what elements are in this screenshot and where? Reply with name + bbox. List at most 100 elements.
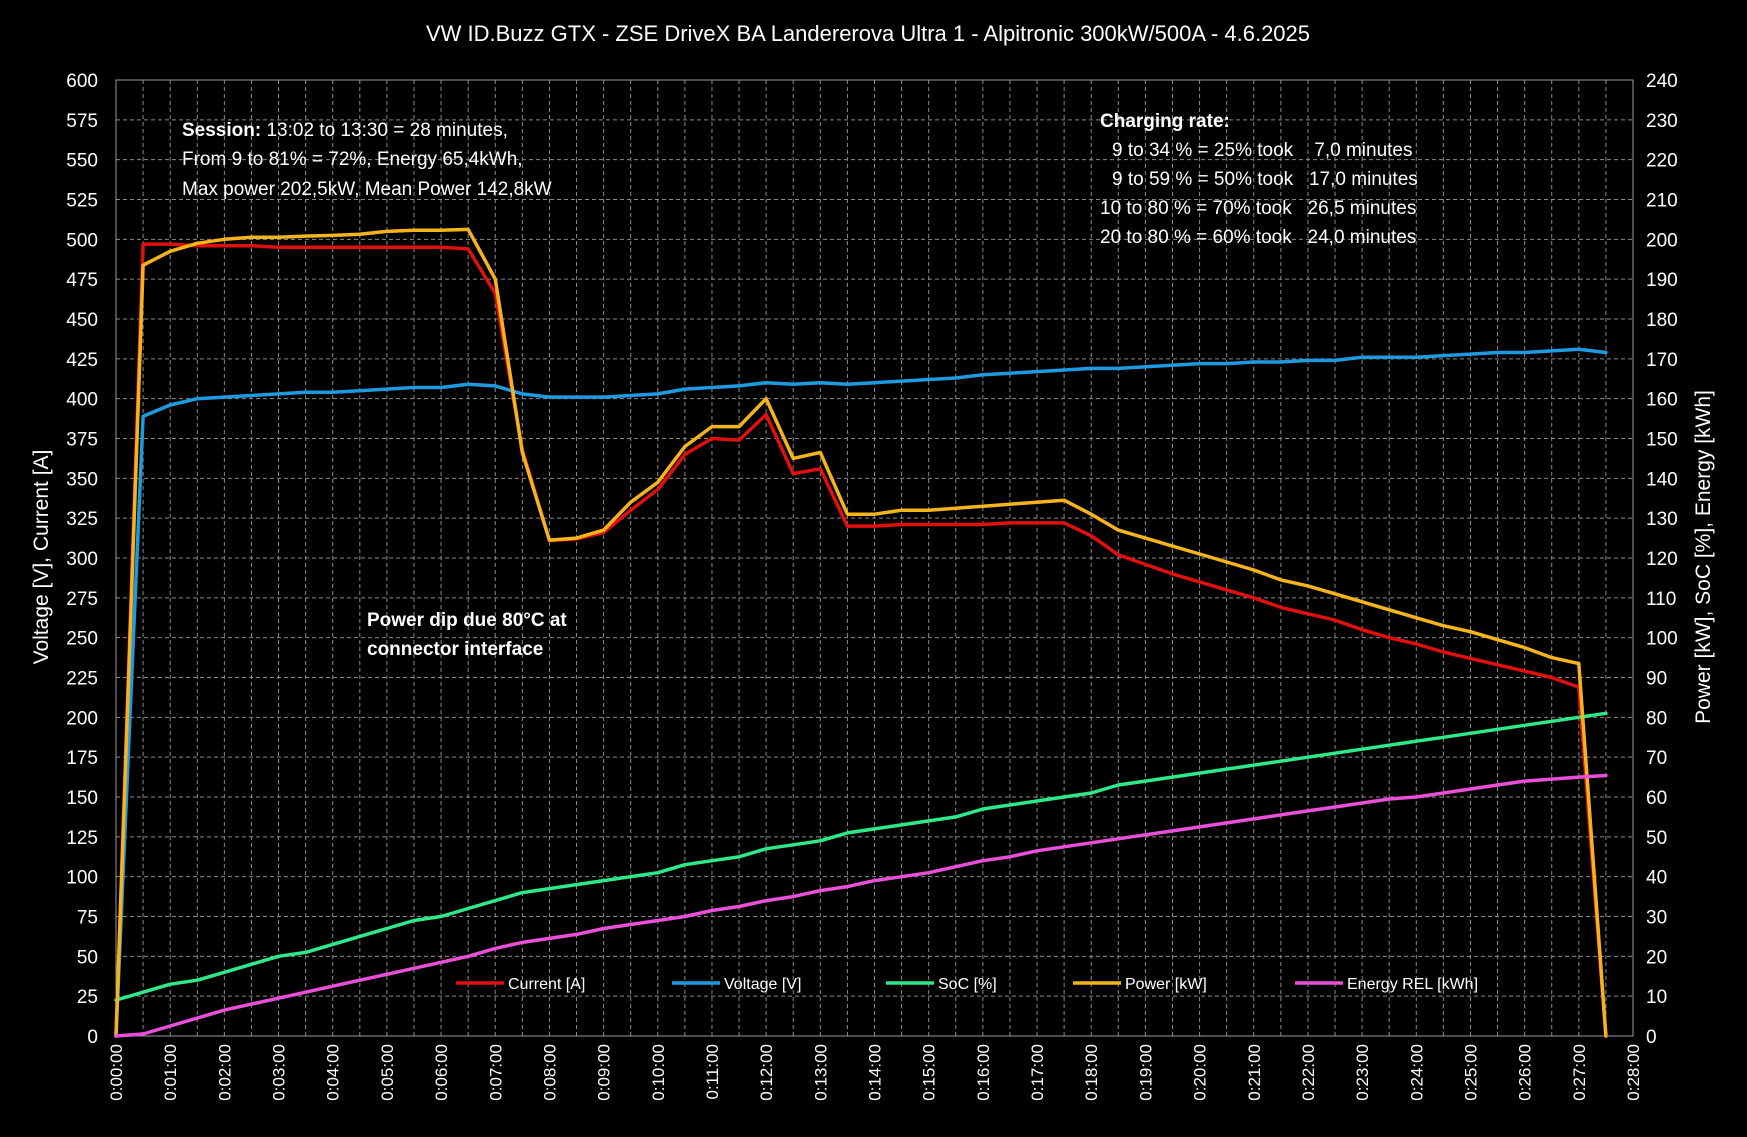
- charging-rate-title: Charging rate:: [1100, 111, 1230, 132]
- right-y-tick-label: 80: [1646, 708, 1667, 729]
- charging-rate-line-1: 9 to 34 % = 25% took 7,0 minutes: [1112, 140, 1412, 161]
- right-y-tick-label: 230: [1646, 111, 1678, 132]
- legend-label: Current [A]: [508, 976, 585, 993]
- session-line-1-rest: 13:02 to 13:30 = 28 minutes,: [261, 120, 508, 141]
- left-y-tick-label: 200: [66, 708, 98, 729]
- x-tick-label: 0:25:00: [1461, 1044, 1480, 1101]
- right-y-tick-label: 20: [1646, 947, 1667, 968]
- x-tick-label: 0:03:00: [270, 1044, 289, 1101]
- x-tick-label: 0:10:00: [649, 1044, 668, 1101]
- left-y-tick-label: 350: [66, 469, 98, 490]
- x-tick-label: 0:23:00: [1353, 1044, 1372, 1101]
- power-dip-line-2: connector interface: [367, 639, 543, 660]
- right-y-tick-label: 50: [1646, 828, 1667, 849]
- right-y-tick-label: 150: [1646, 430, 1678, 451]
- right-y-tick-label: 170: [1646, 350, 1678, 371]
- left-y-tick-label: 500: [66, 230, 98, 251]
- left-y-tick-label: 450: [66, 310, 98, 331]
- charging-rate-line-4: 20 to 80 % = 60% took 24,0 minutes: [1100, 227, 1416, 248]
- right-y-tick-label: 220: [1646, 151, 1678, 172]
- series-line-energy-rel-kwh: [114, 773, 1608, 1038]
- right-y-tick-label: 200: [1646, 230, 1678, 251]
- series-lines: [114, 227, 1608, 1038]
- chart-title: VW ID.Buzz GTX - ZSE DriveX BA Landerero…: [426, 21, 1310, 46]
- x-tick-label: 0:26:00: [1516, 1044, 1535, 1101]
- x-tick-label: 0:14:00: [866, 1044, 885, 1101]
- left-y-tick-label: 575: [66, 111, 98, 132]
- plot-frame: [115, 79, 1634, 1037]
- power-dip-line-1: Power dip due 80°C at: [367, 610, 567, 631]
- left-y-tick-label: 525: [66, 191, 98, 212]
- left-y-tick-label: 225: [66, 669, 98, 690]
- left-y-tick-label: 375: [66, 430, 98, 451]
- right-y-tick-label: 40: [1646, 868, 1667, 889]
- x-tick-label: 0:20:00: [1191, 1044, 1210, 1101]
- x-ticks: 0:00:00 0:01:00 0:02:00 0:03:00 0:04:00 0:05:…: [107, 1044, 1643, 1101]
- left-y-tick-label: 175: [66, 748, 98, 769]
- x-tick-label: 0:06:00: [432, 1044, 451, 1101]
- right-y-tick-label: 180: [1646, 310, 1678, 331]
- series-line-voltage-v: [114, 347, 1608, 1038]
- right-y-ticks: 0 10 20 30 40 50 60 70 80 90 100 110 120 130 140 150 160…: [1646, 71, 1678, 1048]
- left-y-tick-label: 50: [77, 947, 98, 968]
- right-y-tick-label: 100: [1646, 629, 1678, 650]
- x-tick-label: 0:22:00: [1299, 1044, 1318, 1101]
- session-annotation: Session: 13:02 to 13:30 = 28 minutes, Fr…: [182, 120, 552, 200]
- x-tick-label: 0:19:00: [1136, 1044, 1155, 1101]
- x-tick-label: 0:15:00: [920, 1044, 939, 1101]
- series-line-power-kw: [114, 227, 1608, 1038]
- x-tick-label: 0:09:00: [595, 1044, 614, 1101]
- left-y-tick-label: 150: [66, 788, 98, 809]
- right-y-tick-label: 10: [1646, 987, 1667, 1008]
- right-y-tick-label: 0: [1646, 1027, 1657, 1048]
- x-tick-label: 0:12:00: [757, 1044, 776, 1101]
- right-y-tick-label: 140: [1646, 469, 1678, 490]
- x-tick-label: 0:21:00: [1245, 1044, 1264, 1101]
- series-line-current-a: [114, 242, 1608, 1038]
- right-y-tick-label: 30: [1646, 908, 1667, 929]
- right-y-tick-label: 60: [1646, 788, 1667, 809]
- grid: [115, 79, 1634, 1037]
- session-line-2: From 9 to 81% = 72%, Energy 65,4kWh,: [182, 149, 523, 170]
- x-tick-label: 0:27:00: [1570, 1044, 1589, 1101]
- left-y-tick-label: 425: [66, 350, 98, 371]
- x-tick-label: 0:11:00: [703, 1044, 722, 1099]
- legend-label: Energy REL [kWh]: [1347, 976, 1478, 993]
- left-y-tick-label: 300: [66, 549, 98, 570]
- right-y-tick-label: 240: [1646, 71, 1678, 92]
- x-tick-label: 0:17:00: [1028, 1044, 1047, 1101]
- legend-label: Voltage [V]: [724, 976, 801, 993]
- x-tick-label: 0:28:00: [1624, 1044, 1643, 1101]
- left-y-tick-label: 125: [66, 828, 98, 849]
- x-tick-label: 0:02:00: [215, 1044, 234, 1101]
- right-y-tick-label: 120: [1646, 549, 1678, 570]
- x-tick-label: 0:18:00: [1082, 1044, 1101, 1101]
- right-axis-label: Power [kW], SoC [%], Energy [kWh]: [1692, 390, 1715, 724]
- x-tick-label: 0:13:00: [811, 1044, 830, 1101]
- right-y-tick-label: 110: [1646, 589, 1676, 610]
- x-tick-label: 0:04:00: [324, 1044, 343, 1101]
- right-y-tick-label: 70: [1646, 748, 1667, 769]
- right-y-tick-label: 160: [1646, 390, 1678, 411]
- left-y-tick-label: 250: [66, 629, 98, 650]
- right-y-tick-label: 130: [1646, 509, 1678, 530]
- x-tick-label: 0:01:00: [161, 1044, 180, 1101]
- x-tick-label: 0:24:00: [1407, 1044, 1426, 1101]
- series-line-soc: [114, 711, 1608, 1002]
- left-y-tick-label: 325: [66, 509, 98, 530]
- right-y-tick-label: 190: [1646, 270, 1678, 291]
- left-y-tick-label: 400: [66, 390, 98, 411]
- left-y-tick-label: 275: [66, 589, 98, 610]
- legend-label: SoC [%]: [938, 976, 997, 993]
- left-axis-label: Voltage [V], Current [A]: [30, 450, 53, 665]
- charging-rate-line-2: 9 to 59 % = 50% took 17,0 minutes: [1112, 169, 1418, 190]
- x-tick-label: 0:07:00: [486, 1044, 505, 1101]
- x-tick-label: 0:08:00: [540, 1044, 559, 1101]
- right-y-tick-label: 90: [1646, 669, 1667, 690]
- charging-rate-line-3: 10 to 80 % = 70% took 26,5 minutes: [1100, 198, 1416, 219]
- left-y-tick-label: 100: [66, 868, 98, 889]
- left-y-tick-label: 550: [66, 151, 98, 172]
- session-line-3: Max power 202,5kW, Mean Power 142,8kW: [182, 179, 552, 200]
- left-y-tick-label: 75: [77, 908, 98, 929]
